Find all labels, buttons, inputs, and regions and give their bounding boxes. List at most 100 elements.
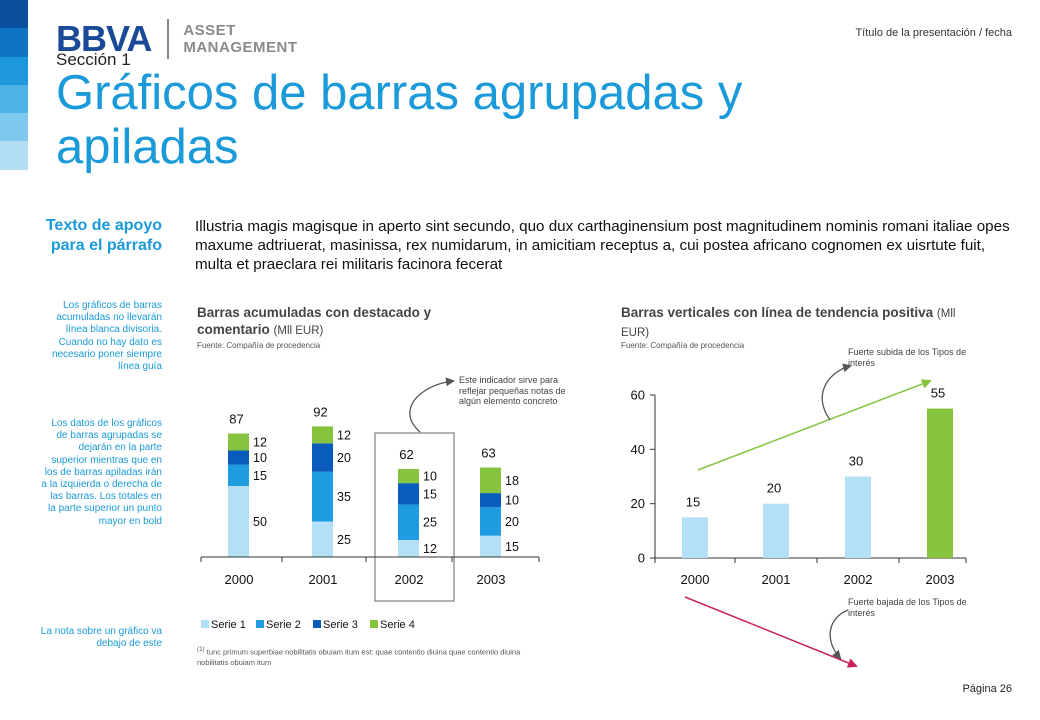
segment-label-2000-serie2: 15	[253, 469, 267, 483]
segment-label-2000-serie1: 50	[253, 515, 267, 529]
highlight-box	[374, 432, 455, 602]
footnote-text: tunc primum superbiae nobilitatis obuiam…	[197, 647, 521, 667]
segment-label-2002-serie4: 10	[423, 470, 437, 484]
logo-sub-line-1: ASSET	[183, 22, 236, 39]
legend-swatch-serie3	[313, 620, 321, 628]
chart1-title-text: Barras acumuladas con destacado y coment…	[197, 305, 432, 337]
segment-label-2001-serie1: 25	[337, 533, 351, 547]
bar-segment-2002-serie2	[398, 504, 419, 540]
segment-label-2000-serie3: 10	[253, 451, 267, 465]
y-tick-0: 0	[638, 551, 645, 566]
chart1-title: Barras acumuladas con destacado y coment…	[197, 304, 497, 340]
bar-segment-2001-serie3	[312, 443, 333, 472]
legend-swatch-serie1	[201, 620, 209, 628]
segment-label-2002-serie3: 15	[423, 487, 437, 501]
segment-label-2002-serie2: 25	[423, 516, 437, 530]
bar-label-2002: 30	[849, 454, 863, 469]
bar-segment-2000-serie4	[228, 433, 249, 451]
segment-label-2001-serie3: 20	[337, 451, 351, 465]
y-tick-40: 40	[631, 442, 645, 457]
bar-segment-2000-serie1	[228, 486, 249, 557]
section-label: Sección 1	[56, 50, 131, 69]
legend-label-serie1: Serie 1	[211, 619, 246, 631]
x-tick-2002: 2002	[395, 572, 424, 587]
chart2-annotation-up: Fuerte subida de los Tipos de interés	[848, 347, 967, 368]
logo-wordmark: BBVA	[56, 18, 152, 59]
bar-segment-2000-serie3	[228, 450, 249, 465]
chart2-title-text: Barras verticales con línea de tendencia…	[621, 305, 934, 320]
intro-paragraph: Illustria magis magisque in aperto sint …	[195, 218, 1010, 273]
legend-label-serie4: Serie 4	[380, 619, 415, 631]
trend-down-arrow	[684, 596, 858, 668]
x2-tick-2002: 2002	[844, 572, 873, 587]
chart1-source: Fuente: Compañía de procedencia	[197, 341, 321, 350]
bar-segment-2001-serie1	[312, 521, 333, 557]
page-title: Gráficos de barras agrupadas y apiladas	[56, 66, 743, 174]
bar-segment-2001-serie2	[312, 471, 333, 522]
strip-block	[0, 113, 28, 142]
bar-2003	[927, 408, 953, 558]
logo-sub-line-2: MANAGEMENT	[183, 39, 298, 56]
bar-segment-2002-serie1	[398, 539, 419, 557]
support-title: Texto de apoyo para el párrafo	[45, 217, 162, 254]
x-tick-2003: 2003	[477, 572, 506, 587]
chart2-unit: (Mll EUR)	[621, 308, 956, 339]
legend-label-serie3: Serie 3	[323, 619, 358, 631]
strip-block	[0, 84, 28, 114]
y-tick-20: 20	[631, 496, 645, 511]
total-label-2001: 92	[313, 404, 327, 419]
bar-2002	[845, 476, 871, 558]
trend-up-arrow	[697, 379, 932, 471]
total-label-2003: 63	[481, 446, 495, 461]
segment-label-2002-serie1: 12	[423, 542, 437, 556]
total-label-2000: 87	[229, 411, 243, 426]
sidebar-note-3: La nota sobre un gráfico va debajo de es…	[40, 626, 162, 650]
segment-label-2003-serie2: 20	[505, 515, 519, 529]
x2-tick-2001: 2001	[762, 572, 791, 587]
bar-segment-2003-serie3	[480, 493, 501, 508]
sidebar-note-2: Los datos de los gráficos de barras agru…	[41, 418, 162, 527]
legend-swatch-serie4	[370, 620, 378, 628]
bbva-logo: BBVA ASSET MANAGEMENT	[56, 18, 298, 60]
segment-label-2001-serie2: 35	[337, 490, 351, 504]
bar-2000	[682, 517, 708, 558]
bar-segment-2003-serie1	[480, 535, 501, 557]
x2-tick-2000: 2000	[681, 572, 710, 587]
segment-label-2000-serie4: 12	[253, 435, 267, 449]
segment-label-2003-serie4: 18	[505, 474, 519, 488]
strip-block	[0, 28, 28, 57]
color-strip	[0, 0, 28, 170]
chart2-title: Barras verticales con línea de tendencia…	[621, 304, 961, 342]
chart2-annotation-down: Fuerte bajada de los Tipos de interés	[848, 597, 967, 618]
sidebar-note-1: Los gráficos de barras acumuladas no lle…	[51, 300, 162, 373]
legend-swatch-serie2	[256, 620, 264, 628]
strip-block	[0, 141, 28, 170]
bar-2001	[763, 503, 789, 558]
page-number: Página 26	[962, 683, 1012, 695]
segment-label-2001-serie4: 12	[337, 428, 351, 442]
y-tick-60: 60	[631, 388, 645, 403]
chart2-source: Fuente: Compañía de procedencia	[621, 341, 745, 350]
annotation-arrow-down	[829, 609, 849, 660]
annotation-arrow	[409, 377, 455, 433]
footnote-mark: (1)	[197, 646, 205, 653]
bar-label-2000: 15	[686, 494, 700, 509]
segment-label-2003-serie3: 10	[505, 494, 519, 508]
x-tick-2000: 2000	[225, 572, 254, 587]
segment-label-2003-serie1: 15	[505, 540, 519, 554]
bar-segment-2002-serie3	[398, 483, 419, 505]
x-tick-2001: 2001	[309, 572, 338, 587]
logo-divider	[167, 19, 170, 59]
chart1-annotation: Este indicador sirve para reflejar peque…	[459, 375, 566, 406]
bar-segment-2002-serie4	[398, 468, 419, 484]
legend-label-serie2: Serie 2	[266, 619, 301, 631]
bar-segment-2001-serie4	[312, 426, 333, 444]
logo-subtitle: ASSET MANAGEMENT	[183, 22, 297, 56]
chart1-unit: (Mll EUR)	[273, 325, 324, 337]
bar-label-2003: 55	[931, 386, 945, 401]
bar-segment-2003-serie4	[480, 467, 501, 494]
strip-block	[0, 0, 28, 29]
bar-segment-2003-serie2	[480, 507, 501, 536]
total-label-2002: 62	[399, 447, 413, 462]
